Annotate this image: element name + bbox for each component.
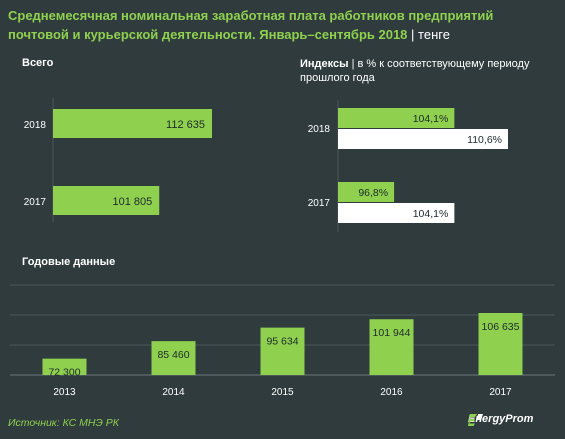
chart-unit: | тенге xyxy=(411,27,450,42)
total-bar-2018 xyxy=(53,109,212,138)
annual-bar-2015 xyxy=(260,327,305,375)
energyprom-logo: EnergyProm xyxy=(468,413,534,426)
annual-category-2017: 2017 xyxy=(489,387,512,398)
annual-bar-2016 xyxy=(369,319,414,375)
index-section-subtitle: | в % к соответствующему периоду прошлог… xyxy=(300,58,530,84)
annual-value-2015: 95 634 xyxy=(266,336,298,348)
annual-chart: 72 300 2013 85 460 2014 95 634 2015 101 944 201… xyxy=(10,284,555,398)
logo-text: EnergyProm xyxy=(468,413,534,425)
logo-mark-icon xyxy=(468,414,483,426)
index-section-label: Индексы xyxy=(300,58,349,70)
index-category-2018: 2018 xyxy=(308,124,331,135)
index-section-heading: Индексы | в % к соответствующему периоду… xyxy=(300,57,550,85)
index-value-2017-2: 104,1% xyxy=(413,208,449,220)
total-category-2017: 2017 xyxy=(24,197,47,208)
total-section-label: Всего xyxy=(22,57,54,69)
total-value-2018: 112 635 xyxy=(166,119,205,131)
index-category-2017: 2017 xyxy=(308,198,331,209)
annual-value-2014: 85 460 xyxy=(157,349,189,361)
index-value-2018-1: 104,1% xyxy=(413,113,449,125)
annual-category-2013: 2013 xyxy=(53,387,76,398)
index-bar-2018-1 xyxy=(338,108,455,128)
annual-bar-2017 xyxy=(478,313,523,375)
index-bar-2018-2 xyxy=(338,129,508,149)
annual-value-2013: 72 300 xyxy=(48,367,80,379)
index-value-2017-1: 96,8% xyxy=(358,187,388,199)
annual-category-2014: 2014 xyxy=(162,387,185,398)
annual-bar-2013 xyxy=(42,358,87,375)
chart-title-text: Среднемесячная номинальная заработная пл… xyxy=(8,8,494,42)
annual-value-2017: 106 635 xyxy=(482,321,520,333)
index-chart: 2018 104,1% 110,6% 2017 96,8% 104,1% xyxy=(308,100,508,232)
index-value-2018-2: 110,6% xyxy=(467,134,502,146)
total-value-2017: 101 805 xyxy=(112,196,152,208)
annual-category-2016: 2016 xyxy=(380,387,403,398)
source-note: Источник: КС МНЭ РК xyxy=(8,417,119,429)
annual-bar-2014 xyxy=(151,341,196,375)
total-category-2018: 2018 xyxy=(24,120,47,131)
chart-title: Среднемесячная номинальная заработная пл… xyxy=(8,6,548,44)
annual-category-2015: 2015 xyxy=(271,387,294,398)
total-chart: 2018 112 635 2017 101 805 xyxy=(24,98,212,222)
index-bar-2017-2 xyxy=(338,203,455,223)
index-bar-2017-1 xyxy=(338,182,395,202)
total-bar-2017 xyxy=(53,186,160,215)
annual-section-label: Годовые данные xyxy=(22,256,116,268)
annual-value-2016: 101 944 xyxy=(373,327,411,339)
